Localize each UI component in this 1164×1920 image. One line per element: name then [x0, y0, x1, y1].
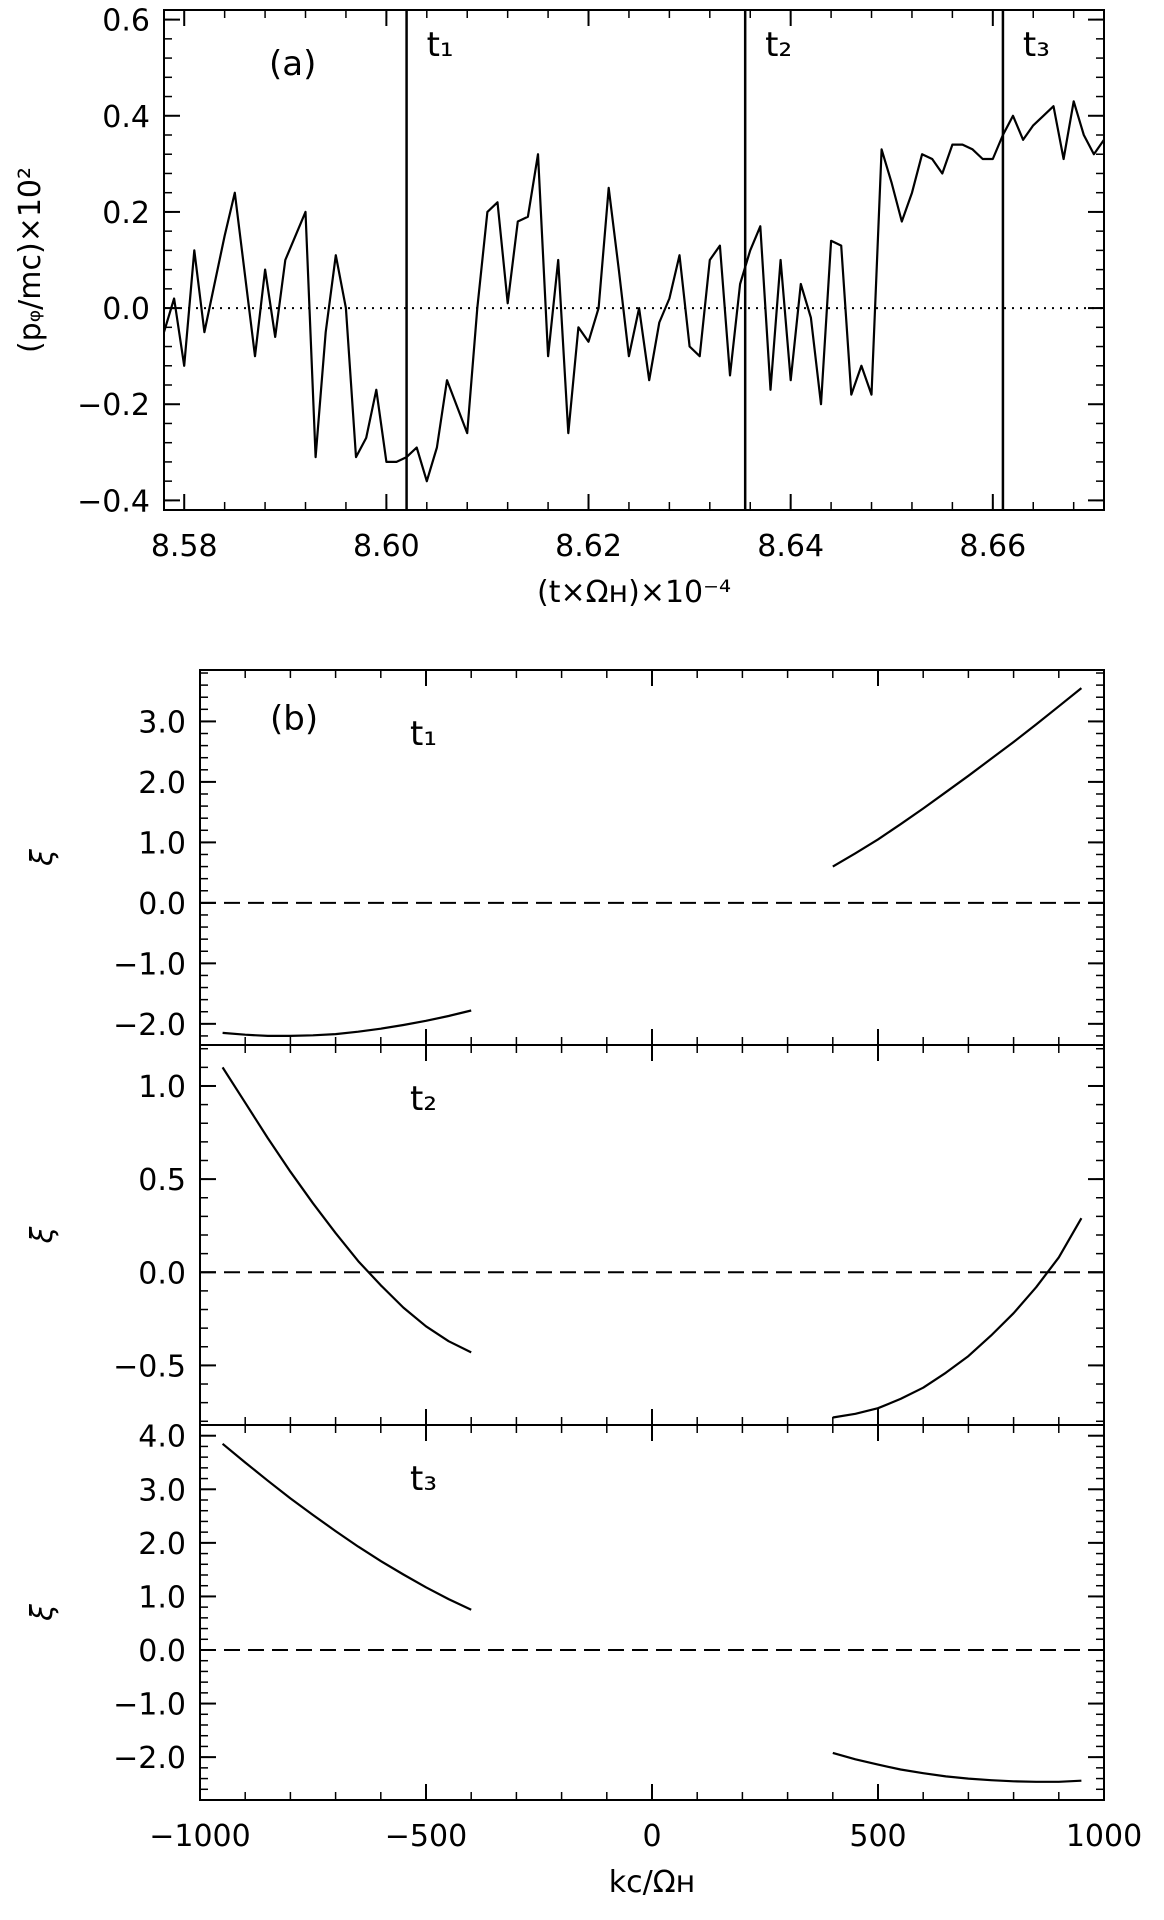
x-axis-label: kc/Ωʜ: [609, 1865, 696, 1900]
x-tick-label: −500: [385, 1819, 467, 1854]
y-tick-label: 0.0: [138, 887, 186, 922]
y-tick-label: 1.0: [138, 1580, 186, 1615]
y-tick-label: −1.0: [113, 947, 186, 982]
plot-frame: [199, 1044, 1105, 1426]
panel-label: (b): [270, 699, 318, 739]
series-line-1: [221, 1066, 472, 1354]
y-tick-label: −1.0: [113, 1688, 186, 1723]
time-label: t₂: [410, 1079, 437, 1119]
y-tick-label: −0.2: [77, 388, 150, 423]
y-axis-label: ξ: [25, 1226, 60, 1244]
y-tick-label: 2.0: [138, 766, 186, 801]
y-tick-label: 2.0: [138, 1527, 186, 1562]
time-label: t₃: [410, 1459, 437, 1499]
y-axis-label: (pᵩ/mc)×10²: [13, 167, 48, 353]
x-tick-label: 0: [642, 1819, 661, 1854]
y-tick-label: 4.0: [138, 1420, 186, 1455]
panel-b-2: [199, 1044, 1105, 1426]
x-tick-label: 500: [849, 1819, 906, 1854]
y-tick-label: −2.0: [113, 1008, 186, 1043]
plot-frame: [199, 1424, 1105, 1801]
panel-label: (a): [269, 44, 316, 84]
y-tick-label: −0.4: [77, 484, 150, 519]
panel-b-1: [199, 669, 1105, 1046]
series-line-1: [222, 1009, 472, 1038]
series-line-2: [832, 1217, 1083, 1419]
y-tick-label: −2.0: [113, 1741, 186, 1776]
plot-frame: [163, 9, 1105, 511]
y-tick-label: 0.6: [102, 4, 150, 39]
marker-label: t₁: [427, 25, 454, 65]
y-tick-label: 0.0: [102, 292, 150, 327]
marker-label: t₂: [765, 25, 792, 65]
x-tick-label: −1000: [149, 1819, 250, 1854]
y-tick-label: 0.4: [102, 100, 150, 135]
time-label: t₁: [410, 714, 437, 754]
series-line-1: [162, 100, 1105, 483]
y-tick-label: 0.0: [138, 1634, 186, 1669]
y-axis-label: ξ: [25, 849, 60, 867]
y-tick-label: 3.0: [138, 705, 186, 740]
y-tick-label: 0.5: [138, 1163, 186, 1198]
y-axis-label: ξ: [25, 1604, 60, 1622]
x-axis-label: (t×Ωʜ)×10⁻⁴: [537, 575, 731, 610]
panel-a: [162, 9, 1105, 511]
marker-label: t₃: [1023, 25, 1050, 65]
y-tick-label: −0.5: [113, 1349, 186, 1384]
series-line-1: [221, 1442, 472, 1611]
y-tick-label: 3.0: [138, 1473, 186, 1508]
x-tick-label: 8.60: [353, 529, 420, 564]
x-tick-label: 8.62: [555, 529, 622, 564]
y-tick-label: 1.0: [138, 1070, 186, 1105]
y-tick-label: 0.0: [138, 1256, 186, 1291]
series-line-2: [832, 687, 1083, 868]
plot-frame: [199, 669, 1105, 1046]
x-tick-label: 1000: [1066, 1819, 1142, 1854]
x-tick-label: 8.64: [757, 529, 824, 564]
panel-b-3: [199, 1424, 1105, 1801]
x-tick-label: 8.66: [959, 529, 1026, 564]
y-tick-label: 1.0: [138, 826, 186, 861]
series-line-2: [832, 1751, 1082, 1783]
x-tick-label: 8.58: [151, 529, 218, 564]
y-tick-label: 0.2: [102, 196, 150, 231]
